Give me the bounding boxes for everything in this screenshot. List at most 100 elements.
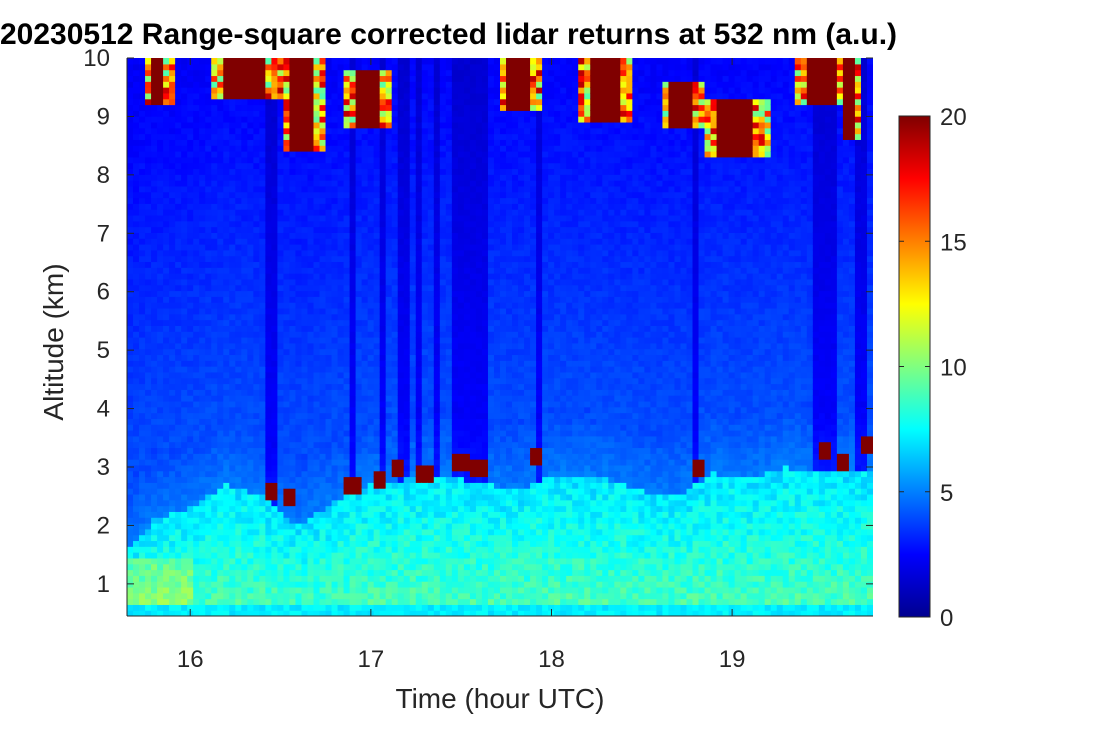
heatmap-cell: [391, 209, 399, 216]
heatmap-cell: [433, 459, 441, 466]
heatmap-cell: [139, 185, 146, 193]
heatmap-cell: [283, 453, 291, 460]
heatmap-cell: [139, 453, 146, 460]
heatmap-cell: [337, 371, 345, 379]
heatmap-cell: [193, 168, 200, 175]
heatmap-cell: [253, 470, 260, 478]
heatmap-cell: [277, 313, 285, 321]
heatmap-cell: [367, 168, 375, 175]
heatmap-cell: [127, 174, 134, 181]
heatmap-cell: [295, 151, 303, 158]
heatmap-cell: [391, 191, 399, 199]
heatmap-cell: [217, 528, 224, 536]
heatmap-cell: [169, 464, 176, 472]
heatmap-cell: [163, 406, 170, 414]
heatmap-cell: [199, 191, 206, 199]
heatmap-cell: [277, 331, 285, 338]
heatmap-cell: [421, 185, 429, 193]
heatmap-cell: [127, 284, 134, 292]
heatmap-cell: [427, 156, 435, 164]
heatmap-cell: [175, 273, 182, 280]
heatmap-cell: [307, 342, 315, 350]
heatmap-cell: [253, 476, 260, 483]
heatmap-cell: [427, 191, 435, 199]
heatmap-cell: [157, 284, 164, 292]
heatmap-cell: [169, 337, 176, 344]
heatmap-cell: [151, 197, 158, 204]
heatmap-cell: [337, 220, 345, 228]
heatmap-cell: [325, 552, 333, 559]
heatmap-cell: [373, 447, 381, 454]
heatmap-cell: [241, 511, 248, 518]
heatmap-cell: [307, 58, 315, 65]
heatmap-cell: [235, 209, 242, 216]
heatmap-cell: [259, 377, 266, 385]
heatmap-cell: [349, 104, 357, 111]
heatmap-cell: [265, 238, 272, 245]
heatmap-cell: [127, 476, 134, 483]
heatmap-cell: [235, 58, 242, 65]
heatmap-cell: [313, 174, 321, 181]
heatmap-cell: [403, 470, 411, 478]
heatmap-cell: [217, 81, 224, 88]
heatmap-cell: [433, 238, 441, 245]
heatmap-cell: [193, 523, 200, 530]
heatmap-cell: [139, 540, 146, 547]
heatmap-cell: [259, 261, 266, 268]
heatmap-cell: [211, 302, 218, 309]
heatmap-cell: [343, 209, 351, 216]
heatmap-cell: [175, 360, 182, 367]
heatmap-cell: [391, 418, 399, 425]
heatmap-cell: [337, 63, 345, 71]
heatmap-cell: [307, 447, 315, 454]
heatmap-cell: [415, 302, 423, 309]
heatmap-cell: [343, 563, 351, 571]
heatmap-cell: [217, 610, 224, 616]
heatmap-cell: [289, 552, 297, 559]
heatmap-cell: [379, 133, 387, 140]
heatmap-cell: [337, 325, 345, 332]
heatmap-cell: [163, 313, 170, 321]
heatmap-cell: [205, 505, 212, 512]
heatmap-cell: [391, 505, 399, 512]
heatmap-cell: [427, 511, 435, 518]
heatmap-cell: [271, 278, 279, 286]
heatmap-cell: [253, 493, 260, 501]
heatmap-cell: [325, 180, 333, 187]
heatmap-cell: [277, 395, 285, 402]
heatmap-cell: [205, 296, 212, 303]
heatmap-cell: [325, 389, 333, 396]
heatmap-cell: [361, 389, 369, 396]
heatmap-cell: [283, 244, 291, 251]
heatmap-cell: [367, 127, 375, 135]
heatmap-cell: [277, 586, 285, 594]
heatmap-cell: [355, 313, 363, 321]
heatmap-cell: [313, 348, 321, 356]
heatmap-cell: [355, 604, 363, 611]
heatmap-cell: [307, 453, 315, 460]
heatmap-cell: [223, 273, 230, 280]
heatmap-cell: [295, 209, 303, 216]
heatmap-cell: [181, 255, 188, 263]
heatmap-cell: [361, 383, 369, 390]
heatmap-cell: [229, 476, 236, 483]
heatmap-cell: [337, 418, 345, 425]
heatmap-cell: [397, 610, 405, 616]
heatmap-cell: [313, 447, 321, 454]
heatmap-cell: [307, 273, 315, 280]
heatmap-cell: [295, 133, 303, 140]
heatmap-cell: [241, 220, 248, 228]
heatmap-cell: [217, 273, 224, 280]
heatmap-cell: [355, 174, 363, 181]
heatmap-cell: [199, 371, 206, 379]
heatmap-cell: [373, 278, 381, 286]
heatmap-cell: [313, 87, 321, 94]
heatmap-cell: [223, 226, 230, 233]
heatmap-cell: [163, 191, 170, 199]
heatmap-cell: [217, 540, 224, 547]
heatmap-cell: [157, 482, 164, 489]
heatmap-cell: [283, 180, 291, 187]
heatmap-cell: [211, 569, 218, 576]
heatmap-cell: [139, 395, 146, 402]
heatmap-cell: [355, 156, 363, 164]
